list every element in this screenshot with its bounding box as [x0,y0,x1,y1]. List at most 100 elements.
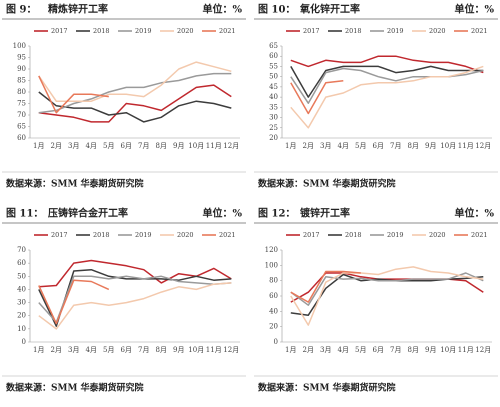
x-tick-label: 8月 [156,142,167,150]
source: 数据来源：SMM 华泰期货研究院 [6,382,144,394]
x-tick-label: 4月 [86,142,97,150]
x-tick-label: 1月 [33,142,44,150]
x-tick-label: 10月 [440,142,456,150]
x-tick-label: 4月 [338,346,349,354]
y-tick-label: 0 [274,338,278,346]
y-tick-label: 65 [269,42,278,50]
y-tick-label: 85 [17,77,26,85]
x-tick-label: 9月 [425,346,436,354]
x-tick-label: 4月 [338,142,349,150]
legend-label: 2020 [429,27,446,35]
x-tick-label: 11月 [458,346,474,354]
x-tick-label: 3月 [320,142,331,150]
y-tick-label: 20 [17,312,26,320]
series-line [38,275,232,324]
panel-title: 精炼锌开工率 [48,3,108,16]
x-tick-label: 8月 [408,346,419,354]
series-line [38,268,232,327]
x-tick-label: 11月 [458,142,474,150]
series-line [38,84,232,123]
y-tick-label: 20 [269,323,278,331]
x-tick-label: 7月 [390,346,401,354]
y-tick-label: 30 [17,299,26,307]
x-tick-label: 10月 [188,346,204,354]
x-tick-label: 12月 [223,142,239,150]
y-tick-label: 50 [17,272,26,280]
y-tick-label: 50 [269,73,278,81]
series-line [38,91,232,123]
y-tick-label: 40 [269,307,278,315]
panel-title: 压铸锌合金开工率 [48,207,128,220]
series-line [290,55,484,74]
x-tick-label: 12月 [475,142,491,150]
series-line [38,75,109,114]
legend-label: 2021 [471,231,488,239]
legend-label: 2017 [303,231,320,239]
y-tick-label: 60 [17,259,26,267]
legend-label: 2018 [93,231,110,239]
figure-number: 图 11： [6,208,43,220]
y-tick-label: 40 [269,93,278,101]
legend-label: 2017 [303,27,320,35]
x-tick-label: 6月 [121,142,132,150]
y-tick-label: 60 [269,292,278,300]
x-tick-label: 3月 [320,346,331,354]
series-line [290,273,484,316]
series-line [38,72,232,114]
x-tick-label: 1月 [285,346,296,354]
x-tick-label: 8月 [408,142,419,150]
x-tick-label: 5月 [355,142,366,150]
source: 数据来源：SMM 华泰期货研究院 [258,382,396,394]
figure-number: 图 9： [6,4,36,16]
series-line [290,270,361,303]
series-line [290,80,344,115]
series-line [38,61,232,102]
panel-title: 氧化锌开工率 [299,3,360,16]
figure-number: 图 10： [258,4,295,16]
x-tick-label: 5月 [103,142,114,150]
series-line [290,266,484,326]
series-line [38,279,110,325]
y-tick-label: 0 [22,338,26,346]
y-tick-label: 75 [17,100,26,108]
y-tick-label: 45 [269,83,278,91]
y-tick-label: 60 [269,52,278,60]
x-tick-label: 3月 [68,346,79,354]
x-tick-label: 5月 [103,346,114,354]
panel-title: 镀锌开工率 [300,207,350,220]
legend-label: 2017 [51,27,68,35]
series-line [38,282,232,330]
x-tick-label: 7月 [138,346,149,354]
y-tick-label: 120 [265,246,278,254]
x-tick-label: 9月 [425,142,436,150]
x-tick-label: 8月 [156,346,167,354]
y-tick-label: 95 [17,54,26,62]
x-tick-label: 6月 [373,346,384,354]
x-tick-label: 4月 [86,346,97,354]
x-tick-label: 7月 [390,142,401,150]
legend-label: 2019 [135,231,152,239]
x-tick-label: 11月 [206,346,222,354]
legend-label: 2018 [345,27,362,35]
x-tick-label: 1月 [33,346,44,354]
x-tick-label: 9月 [173,346,184,354]
y-tick-label: 25 [269,124,278,132]
x-tick-label: 3月 [68,142,79,150]
figure-number: 图 12： [258,208,295,220]
y-tick-label: 60 [17,134,26,142]
legend-label: 2019 [387,231,404,239]
x-tick-label: 10月 [188,142,204,150]
series-line [38,259,232,288]
x-tick-label: 5月 [355,346,366,354]
unit: 单位：% [454,207,494,220]
y-tick-label: 80 [17,88,26,96]
x-tick-label: 2月 [51,346,62,354]
y-tick-label: 35 [269,103,278,111]
x-tick-label: 2月 [51,142,62,150]
y-tick-label: 100 [13,42,26,50]
y-tick-label: 10 [17,325,26,333]
legend-label: 2020 [177,231,194,239]
y-tick-label: 90 [17,65,26,73]
x-tick-label: 12月 [475,346,491,354]
x-tick-label: 10月 [440,346,456,354]
